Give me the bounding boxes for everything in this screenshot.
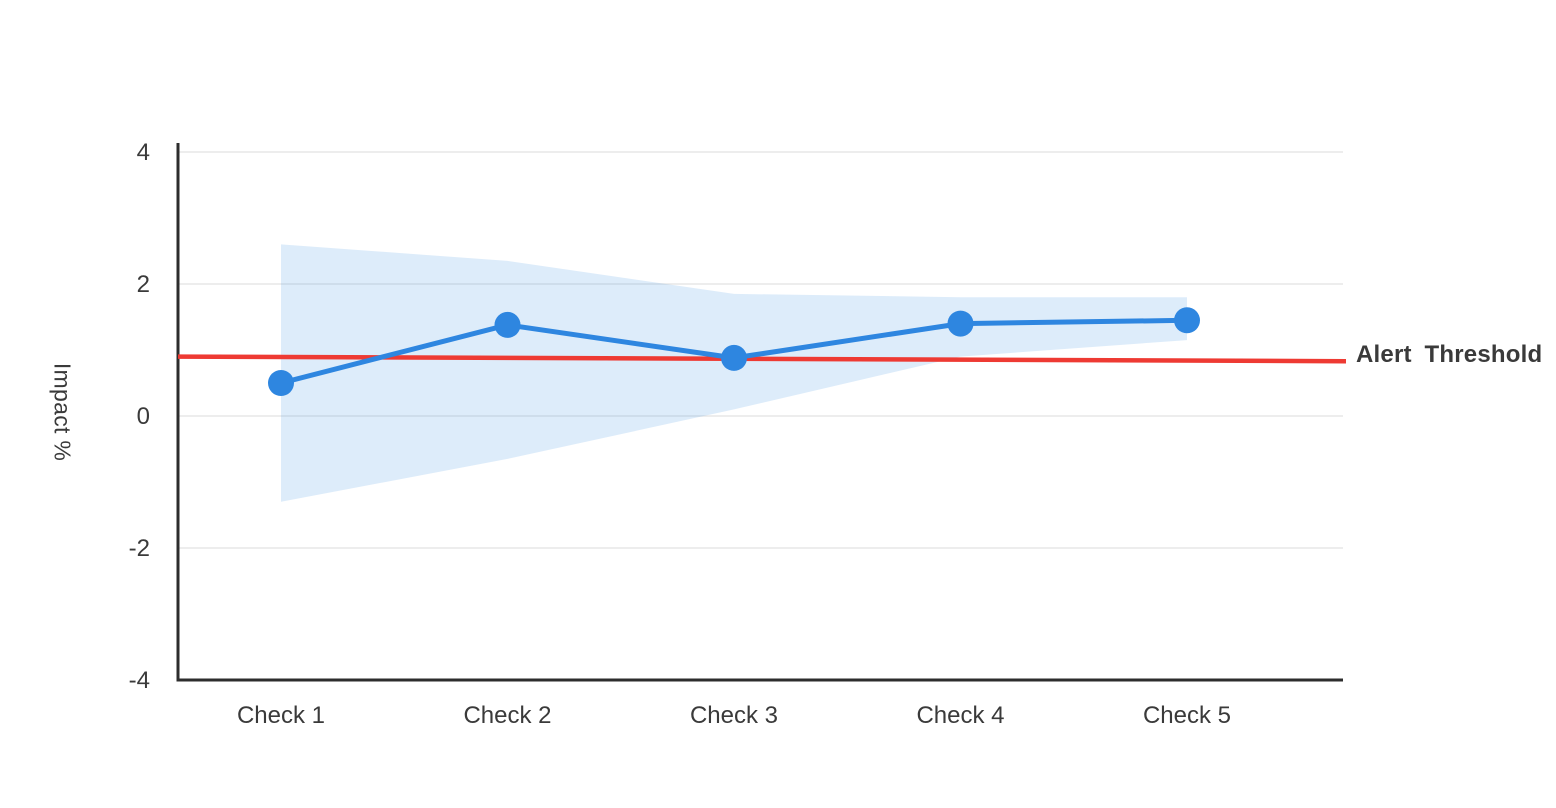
x-tick-label-check-1: Check 1 (237, 702, 325, 729)
x-tick-label-check-3: Check 3 (690, 702, 778, 729)
data-point-check-1[interactable] (268, 370, 294, 396)
data-point-check-2[interactable] (494, 311, 521, 338)
y-tick-label-4: 4 (137, 139, 150, 166)
y-axis-title: Impact % (49, 362, 76, 462)
y-tick-label--4: -4 (129, 667, 150, 694)
confidence-band (281, 244, 1187, 502)
alert-threshold-label: Alert Threshold (1356, 341, 1543, 368)
y-tick-label-0: 0 (137, 403, 150, 430)
x-tick-label-check-4: Check 4 (916, 702, 1004, 729)
x-tick-label-check-2: Check 2 (463, 702, 551, 729)
data-point-check-5[interactable] (1174, 307, 1200, 334)
x-tick-label-check-5: Check 5 (1143, 702, 1231, 729)
data-point-check-3[interactable] (721, 344, 747, 371)
y-tick-label--2: -2 (129, 535, 150, 562)
data-point-check-4[interactable] (947, 310, 974, 337)
y-tick-label-2: 2 (137, 271, 150, 298)
